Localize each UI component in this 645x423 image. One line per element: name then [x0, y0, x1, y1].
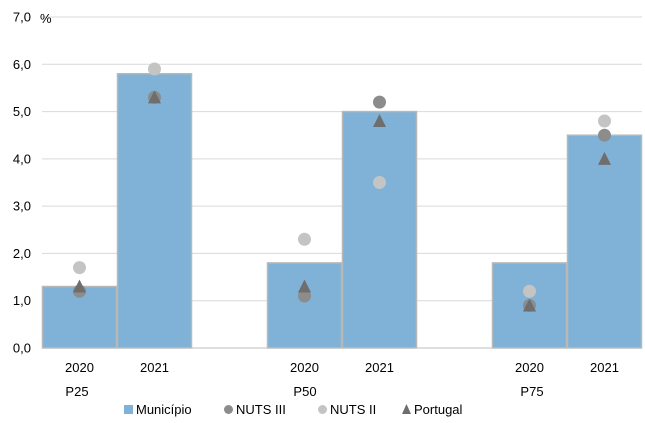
legend-label: NUTS III	[236, 402, 286, 417]
y-tick-label: 6,0	[13, 57, 31, 72]
marker-series	[73, 62, 611, 312]
legend-label: NUTS II	[330, 402, 376, 417]
y-tick-label: 3,0	[13, 199, 31, 214]
bar-municipio	[116, 72, 193, 349]
y-tick-label: 2,0	[13, 246, 31, 261]
marker-nuts-ii	[373, 176, 386, 189]
marker-portugal	[598, 151, 611, 165]
x-tick-label: 2020	[515, 360, 544, 375]
marker-portugal	[298, 279, 311, 293]
marker-portugal	[373, 114, 386, 128]
x-tick-label: 2021	[365, 360, 394, 375]
y-tick-label: 5,0	[13, 104, 31, 119]
x-group-label: P25	[65, 384, 88, 399]
y-tick-label: 0,0	[13, 341, 31, 356]
x-axis: 2020 2021 2020 2021 2020 2021 P25 P50 P75	[42, 347, 642, 399]
bar-municipio	[566, 134, 643, 349]
legend: Município NUTS III NUTS II Portugal	[124, 402, 463, 417]
bar-municipio	[266, 262, 343, 349]
x-tick-label: 2020	[290, 360, 319, 375]
legend-label: Município	[136, 402, 192, 417]
legend-swatch-municipio	[124, 405, 133, 414]
legend-swatch-nuts-iii	[224, 405, 233, 414]
marker-nuts-iii	[598, 128, 611, 142]
legend-swatch-portugal	[402, 404, 411, 414]
marker-nuts-ii	[523, 284, 536, 298]
marker-portugal	[148, 90, 161, 104]
marker-nuts-ii	[298, 232, 311, 246]
legend-label: Portugal	[414, 402, 463, 417]
x-group-label: P50	[293, 384, 316, 399]
legend-swatch-nuts-ii	[318, 405, 327, 414]
marker-nuts-iii	[373, 95, 386, 109]
bar-municipio	[341, 110, 418, 349]
y-tick-label: 7,0	[13, 10, 31, 25]
x-tick-label: 2020	[65, 360, 94, 375]
y-tick-label: 4,0	[13, 151, 31, 166]
marker-nuts-ii	[598, 114, 611, 128]
bar-series	[41, 72, 643, 349]
y-tick-label: 1,0	[13, 293, 31, 308]
x-tick-label: 2021	[140, 360, 169, 375]
x-group-label: P75	[520, 384, 543, 399]
marker-nuts-ii	[73, 261, 86, 275]
y-axis: 0,0 1,0 2,0 3,0 4,0 5,0 6,0 7,0	[13, 10, 31, 356]
y-unit-label: %	[40, 11, 52, 26]
x-tick-label: 2021	[590, 360, 619, 375]
marker-nuts-ii	[148, 62, 161, 76]
marker-nuts-iii	[298, 289, 311, 303]
marker-portugal	[73, 279, 86, 293]
marker-portugal	[523, 298, 536, 312]
